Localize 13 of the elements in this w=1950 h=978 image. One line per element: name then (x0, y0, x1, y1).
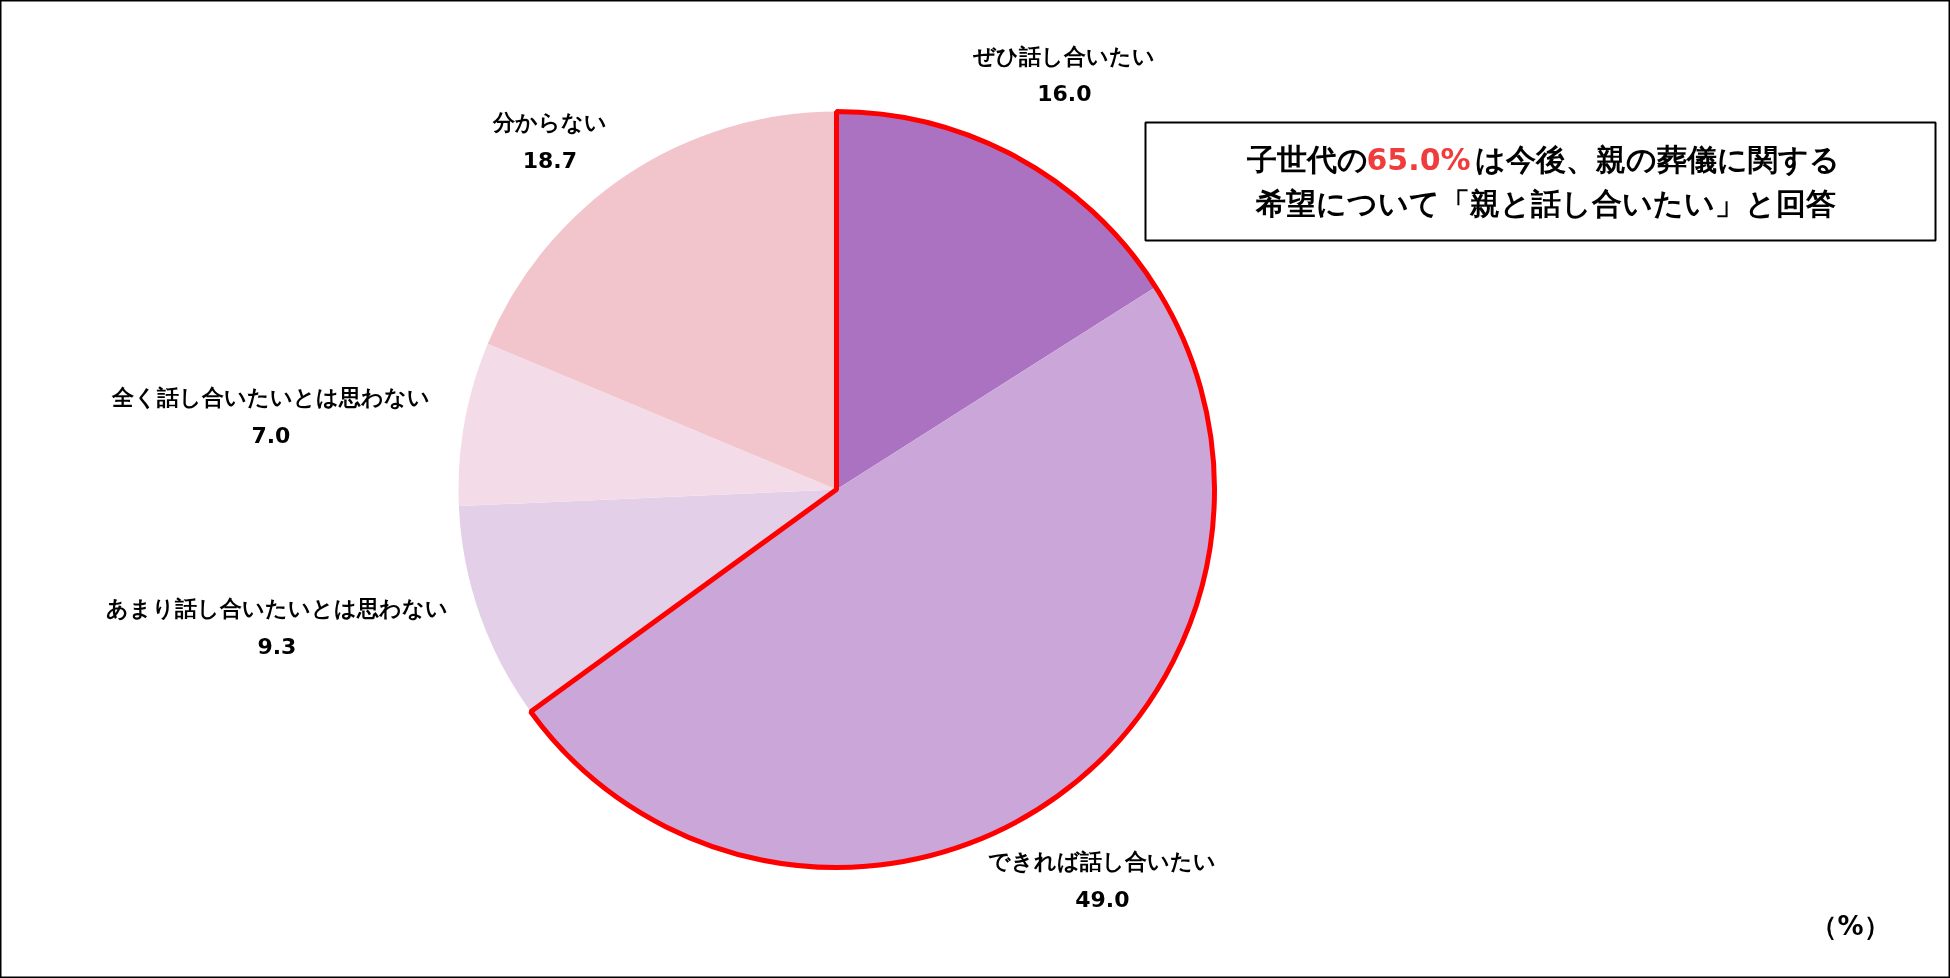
slice-label: あまり話し合いたいとは思わない (105, 596, 448, 622)
slice-label: できれば話し合いたい (988, 849, 1217, 875)
data-label: 16.0 (1037, 81, 1092, 107)
slice-label: 分からない (491, 110, 607, 136)
text: （%） (1811, 910, 1890, 941)
slice-label: 全く話し合いたいとは思わない (110, 385, 430, 411)
text: 希望について「親と話し合いたい」と回答 (1254, 185, 1836, 221)
slice-label: ぜひ話し合いたい (972, 43, 1156, 69)
data-label: 7.0 (251, 422, 291, 448)
data-label: 18.7 (522, 147, 577, 173)
data-label: 49.0 (1075, 886, 1130, 912)
data-label: 9.3 (257, 633, 297, 659)
text: 子世代の65.0%は今後、親の葬儀に関する (1245, 142, 1840, 178)
